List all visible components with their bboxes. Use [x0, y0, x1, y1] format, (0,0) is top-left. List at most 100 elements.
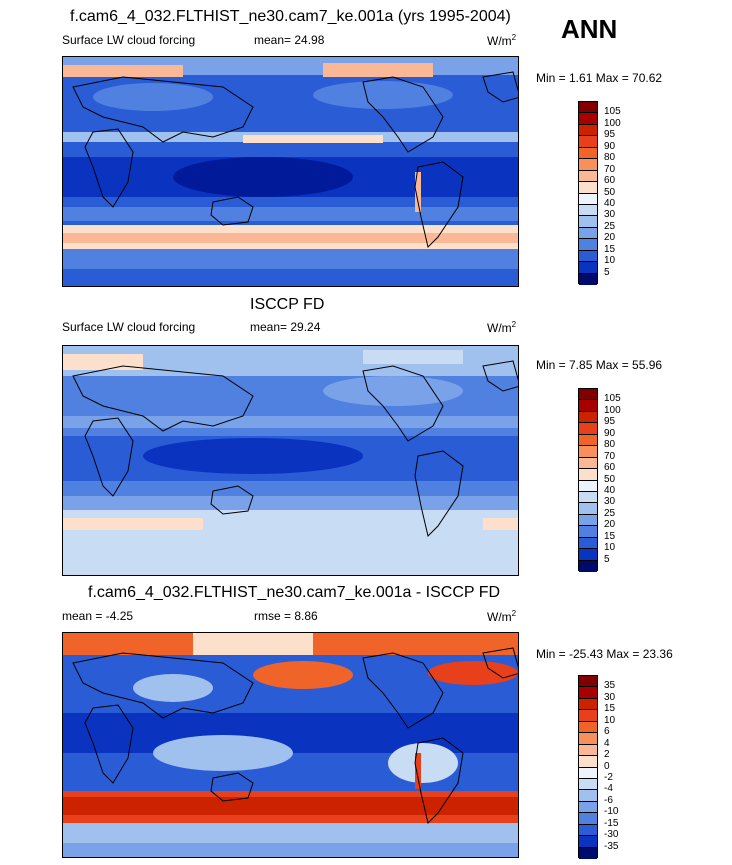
colorbar-box [579, 170, 597, 183]
panel1-field-label: Surface LW cloud forcing [62, 33, 196, 47]
colorbar-box [579, 801, 597, 814]
colorbar-tick-label: -10 [604, 806, 619, 818]
panel3-mean: mean = -4.25 [62, 609, 134, 623]
colorbar-box [579, 204, 597, 217]
colorbar-tick-label: 95 [604, 416, 616, 428]
colorbar-tick-label: 80 [604, 439, 616, 451]
panel2-units: W/m2 [487, 320, 517, 335]
colorbar-tick-label: 2 [604, 749, 610, 761]
colorbar-box [579, 480, 597, 492]
colorbar-tick-label: -2 [604, 771, 613, 783]
season-label: ANN [561, 14, 618, 44]
colorbar-box [579, 159, 597, 171]
panel3-minmax: Min = -25.43 Max = 23.36 [536, 647, 673, 661]
colorbar-tick-label: 60 [604, 462, 616, 474]
colorbar-box [579, 687, 597, 699]
colorbar-box [579, 400, 597, 412]
colorbar-box [579, 124, 597, 137]
colorbar-tick-label: 30 [604, 496, 616, 508]
colorbar-tick-label: 60 [604, 175, 616, 187]
colorbar-box [579, 193, 597, 205]
colorbar-box [579, 273, 597, 285]
colorbar-tick-label: 20 [604, 232, 616, 244]
colorbar-tick-label: 100 [604, 404, 621, 416]
colorbar-tick-label: 30 [604, 691, 616, 703]
colorbar-box [579, 423, 597, 435]
colorbar-tick-label: 10 [604, 255, 616, 267]
colorbar-box [579, 824, 597, 837]
panel3-rmse: rmse = 8.86 [254, 609, 318, 623]
panel1-map [62, 56, 519, 287]
colorbar-box [579, 710, 597, 722]
colorbar-box [579, 526, 597, 538]
panel3-colorbar [578, 675, 598, 859]
panel2-title: ISCCP FD [250, 296, 325, 313]
colorbar-box [579, 113, 597, 125]
colorbar-box [579, 847, 597, 859]
panel2-colorbar [578, 388, 598, 572]
colorbar-tick-label: 0 [604, 760, 610, 772]
colorbar-tick-label: 100 [604, 117, 621, 129]
colorbar-box [579, 733, 597, 745]
colorbar-tick-label: 80 [604, 152, 616, 164]
colorbar-box [579, 676, 597, 688]
colorbar-tick-label: -4 [604, 783, 613, 795]
panel2-field-label: Surface LW cloud forcing [62, 320, 196, 334]
colorbar-tick-label: 35 [604, 680, 616, 692]
colorbar-box [579, 457, 597, 470]
colorbar-box [579, 514, 597, 527]
colorbar-box [579, 491, 597, 504]
colorbar-tick-label: 105 [604, 106, 621, 118]
colorbar-tick-label: 50 [604, 186, 616, 198]
colorbar-box [579, 503, 597, 515]
colorbar-tick-label: 70 [604, 163, 616, 175]
colorbar-box [579, 767, 597, 779]
panel1-mean: mean= 24.98 [254, 33, 325, 47]
colorbar-box [579, 698, 597, 711]
colorbar-tick-label: 10 [604, 714, 616, 726]
colorbar-box [579, 836, 597, 848]
colorbar-tick-label: 6 [604, 726, 610, 738]
colorbar-box [579, 756, 597, 768]
colorbar-box [579, 147, 597, 160]
colorbar-tick-label: 95 [604, 129, 616, 141]
colorbar-tick-label: 5 [604, 553, 610, 565]
colorbar-tick-label: 30 [604, 209, 616, 221]
colorbar-tick-label: 40 [604, 484, 616, 496]
colorbar-box [579, 446, 597, 458]
colorbar-tick-label: -15 [604, 817, 619, 829]
colorbar-tick-label: 90 [604, 427, 616, 439]
colorbar-box [579, 778, 597, 791]
panel1-minmax: Min = 1.61 Max = 70.62 [536, 71, 663, 85]
panel2-minmax: Min = 7.85 Max = 55.96 [536, 358, 663, 372]
colorbar-box [579, 250, 597, 263]
colorbar-tick-label: 15 [604, 243, 616, 255]
colorbar-tick-label: 105 [604, 393, 621, 405]
colorbar-box [579, 537, 597, 550]
colorbar-box [579, 813, 597, 825]
panel1-title: f.cam6_4_032.FLTHIST_ne30.cam7_ke.001a (… [70, 8, 511, 25]
panel3-units: W/m2 [487, 609, 517, 624]
colorbar-box [579, 102, 597, 114]
colorbar-box [579, 262, 597, 274]
colorbar-tick-label: 5 [604, 266, 610, 278]
colorbar-box [579, 549, 597, 561]
colorbar-box [579, 182, 597, 194]
colorbar-tick-label: 10 [604, 542, 616, 554]
colorbar-tick-label: 15 [604, 703, 616, 715]
colorbar-tick-label: -30 [604, 829, 619, 841]
colorbar-tick-label: 15 [604, 530, 616, 542]
colorbar-box [579, 790, 597, 802]
colorbar-tick-label: -6 [604, 794, 613, 806]
colorbar-box [579, 239, 597, 251]
colorbar-tick-label: 20 [604, 519, 616, 531]
colorbar-box [579, 216, 597, 228]
colorbar-box [579, 560, 597, 572]
panel1-colorbar [578, 101, 598, 285]
colorbar-tick-label: 40 [604, 197, 616, 209]
colorbar-tick-label: 70 [604, 450, 616, 462]
colorbar-tick-label: 4 [604, 737, 610, 749]
panel3-title: f.cam6_4_032.FLTHIST_ne30.cam7_ke.001a -… [88, 584, 501, 601]
colorbar-box [579, 136, 597, 148]
colorbar-box [579, 227, 597, 240]
